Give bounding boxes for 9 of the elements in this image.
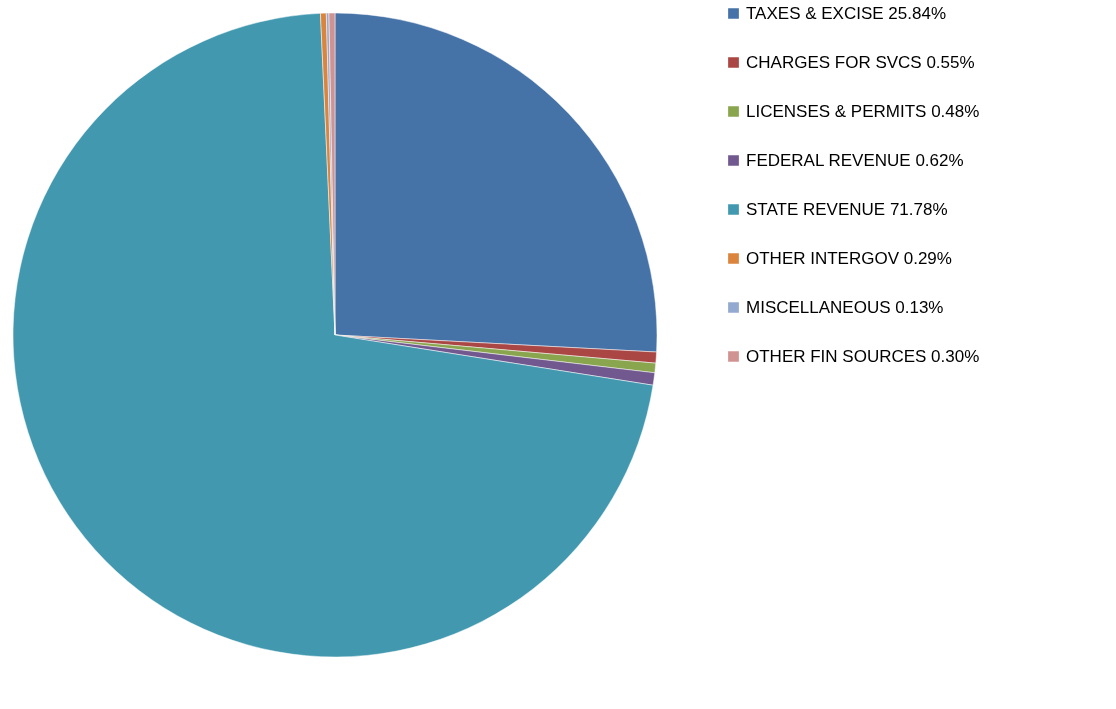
legend-label: OTHER INTERGOV 0.29% <box>746 248 952 268</box>
legend-label: LICENSES & PERMITS 0.48% <box>746 101 980 121</box>
legend-label: FEDERAL REVENUE 0.62% <box>746 150 964 170</box>
legend-label: MISCELLANEOUS 0.13% <box>746 297 944 317</box>
legend-label: STATE REVENUE 71.78% <box>746 199 948 219</box>
legend-label: TAXES & EXCISE 25.84% <box>746 3 946 23</box>
legend-label: OTHER FIN SOURCES 0.30% <box>746 346 980 366</box>
legend-label: CHARGES FOR SVCS 0.55% <box>746 52 975 72</box>
pie-slice <box>12 13 654 658</box>
